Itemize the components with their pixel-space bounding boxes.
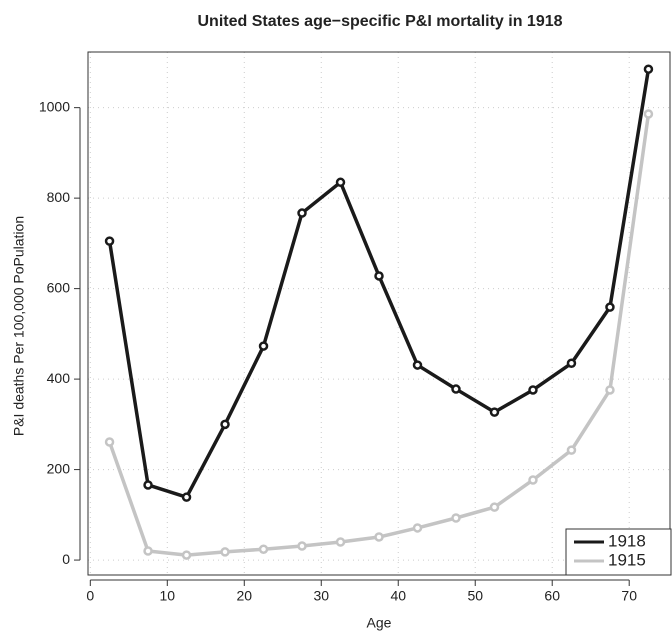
data-point [451, 513, 461, 523]
x-tick-label: 0 [86, 588, 94, 604]
data-point [297, 208, 307, 218]
plot-frame [87, 51, 671, 576]
data-point [335, 177, 346, 188]
data-point [528, 385, 538, 395]
x-tick-label: 40 [390, 588, 406, 604]
y-tick-label: 200 [47, 460, 71, 476]
y-tick-label: 1000 [39, 98, 70, 114]
data-point [605, 385, 615, 395]
y-tick-label: 400 [47, 370, 71, 386]
data-point [335, 537, 346, 547]
data-point [374, 532, 384, 542]
x-tick-label: 10 [160, 588, 176, 604]
data-point [643, 109, 654, 119]
data-point [297, 541, 307, 551]
y-axis-label: P&I deaths Per 100,000 PoPulation [11, 216, 27, 436]
y-tick-label: 0 [62, 551, 70, 567]
data-point [181, 492, 192, 502]
x-tick-label: 30 [313, 588, 329, 604]
data-point [643, 64, 654, 74]
x-axis-label: Age [367, 615, 392, 631]
data-point [566, 358, 577, 369]
data-point [451, 384, 461, 394]
data-point [181, 550, 192, 560]
x-tick-label: 50 [467, 588, 483, 604]
x-tick-label: 70 [621, 588, 637, 604]
data-point [412, 360, 423, 370]
y-tick-label: 600 [47, 279, 71, 295]
data-point [489, 407, 500, 417]
data-point [489, 502, 500, 512]
data-point [220, 419, 230, 430]
series-line [107, 68, 651, 499]
legend-label: 1918 [608, 531, 646, 550]
data-point [605, 302, 615, 312]
data-point [412, 523, 423, 533]
chart-title: United States age−specific P&I mortality… [197, 13, 562, 30]
data-point [374, 271, 384, 281]
data-point [220, 547, 230, 557]
data-point [143, 480, 153, 490]
data-point [104, 236, 115, 246]
data-point [258, 544, 269, 554]
data-point [528, 475, 538, 485]
x-tick-label: 20 [236, 588, 252, 604]
y-tick-label: 800 [47, 189, 71, 205]
data-point [258, 341, 269, 351]
data-point [143, 546, 153, 556]
data-point [104, 437, 115, 447]
legend-label: 1915 [608, 550, 646, 569]
legend-box [565, 528, 672, 576]
x-tick-label: 60 [544, 588, 560, 604]
data-point [566, 445, 577, 455]
